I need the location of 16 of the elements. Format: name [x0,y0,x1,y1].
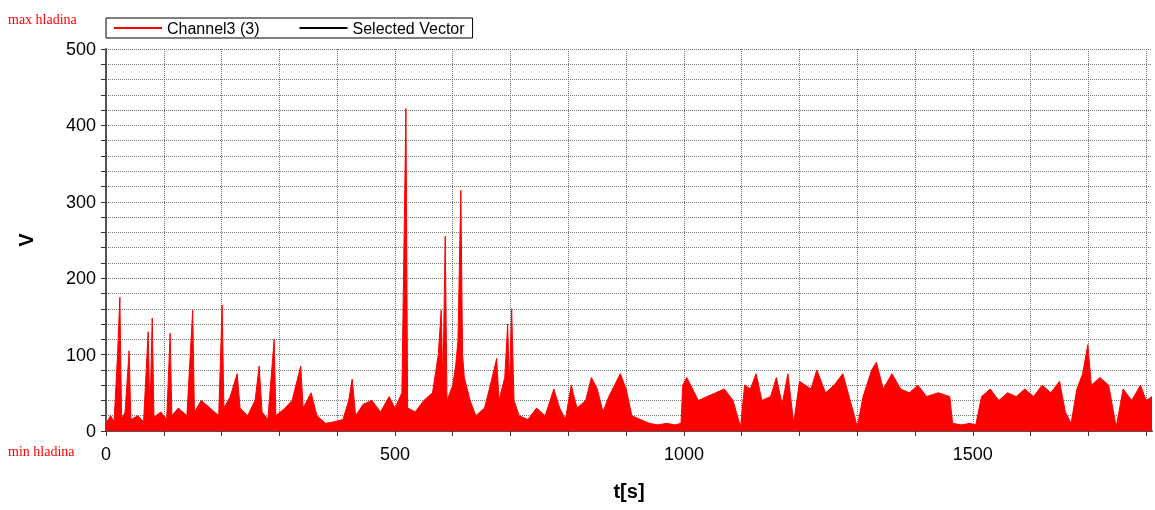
y-tick-label: 100 [65,344,96,365]
y-tick-label: 300 [65,191,96,212]
y-axis-title: V [15,232,37,247]
legend-label: Channel3 (3) [167,19,260,37]
y-tick-label: 500 [65,39,96,59]
x-axis-title: t[s] [613,480,645,502]
x-tick-label: 1000 [663,444,704,464]
x-tick-label: 0 [100,444,112,464]
x-tick-label: 500 [379,444,410,464]
y-tick-label: 0 [85,421,96,441]
y-tick-label: 200 [65,268,96,289]
text: min hladina [8,443,76,459]
legend-label: Selected Vector [352,19,466,37]
y-tick-label: 400 [65,115,96,136]
text: max hladina [8,11,78,27]
x-tick-label: 1500 [952,444,993,464]
